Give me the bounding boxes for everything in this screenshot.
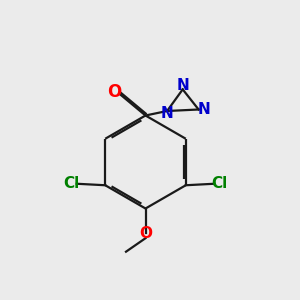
Text: Cl: Cl xyxy=(63,176,80,191)
Text: O: O xyxy=(107,82,122,100)
Text: O: O xyxy=(139,226,152,241)
Text: N: N xyxy=(161,106,173,121)
Text: Cl: Cl xyxy=(212,176,228,191)
Text: N: N xyxy=(198,102,210,117)
Text: N: N xyxy=(176,78,189,93)
